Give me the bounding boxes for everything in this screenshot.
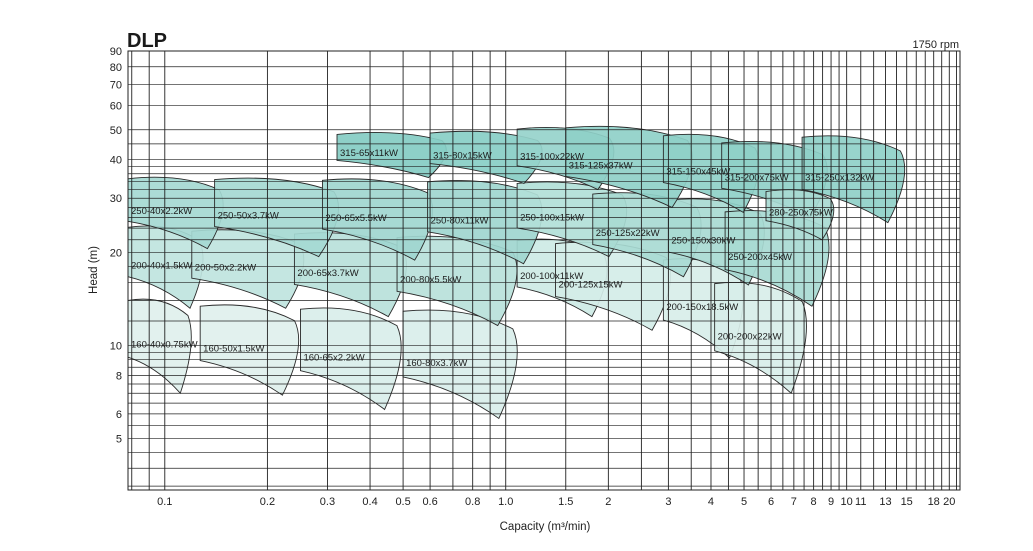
y-tick-label: 80: [110, 62, 122, 74]
x-tick-label: 13: [879, 496, 891, 508]
region-label: 315-80x15kW: [433, 150, 492, 161]
region-label: 160-50x1.5kW: [203, 344, 264, 355]
region-label: 200-100x11kW: [520, 271, 583, 282]
x-tick-label: 3: [665, 496, 671, 508]
region-315-250x132kW: [801, 135, 906, 224]
x-tick-label: 20: [943, 496, 955, 508]
chart-title: DLP: [127, 30, 167, 52]
y-tick-label: 20: [110, 248, 122, 260]
x-tick-label: 0.5: [395, 496, 410, 508]
region-label: 315-250x132kW: [805, 173, 874, 184]
plot-frame: [127, 50, 961, 491]
region-label: 200-200x22kW: [718, 332, 782, 343]
region-label: 250-200x45kW: [728, 252, 792, 263]
region-label: 250-100x15kW: [520, 213, 584, 224]
x-tick-label: 0.4: [362, 496, 377, 508]
x-tick-label: 5: [741, 496, 747, 508]
region-label: 200-80x5.5kW: [400, 274, 461, 285]
grid: [127, 50, 961, 491]
y-tick-label: 70: [110, 80, 122, 92]
speed-label: 1750 rpm: [913, 39, 959, 51]
region-160-80x3.7kW: [402, 309, 518, 420]
region-label: 250-65x5.5kW: [325, 213, 386, 224]
x-tick-label: 8: [811, 496, 817, 508]
region-label: 315-200x75kW: [725, 173, 789, 184]
region-label: 160-80x3.7kW: [406, 358, 467, 369]
x-tick-label: 7: [791, 496, 797, 508]
x-tick-label: 6: [768, 496, 774, 508]
y-tick-label: 90: [110, 46, 122, 58]
x-tick-labels: 0.1 0.2 0.3 0.4 0.5 0.6 0.8 1.0 1.5 2 3 4 5 6 7 8 9 10 11 1…: [157, 496, 955, 508]
x-tick-label: 0.1: [157, 496, 172, 508]
y-tick-label: 8: [116, 370, 122, 382]
x-tick-label: 15: [901, 496, 913, 508]
x-tick-label: 10: [841, 496, 853, 508]
y-tick-label: 50: [110, 125, 122, 137]
x-tick-label: 18: [928, 496, 940, 508]
region-label: 200-50x2.2kW: [195, 262, 256, 273]
x-tick-label: 0.8: [465, 496, 480, 508]
region-160-50x1.5kW: [199, 304, 300, 396]
y-tick-labels: 5 6 8 10 20 30 40 50 60 70 80 90: [110, 46, 122, 445]
region-labels: 160-40x0.75kW 160-50x1.5kW 160-65x2.2kW 160…: [131, 148, 874, 369]
region-label: 315-100x22kW: [520, 152, 584, 163]
region-label: 250-150x30kW: [671, 235, 735, 246]
x-tick-label: 4: [708, 496, 714, 508]
x-tick-label: 0.3: [320, 496, 335, 508]
region-label: 315-125x37kW: [569, 160, 633, 171]
x-tick-label: 1.0: [498, 496, 513, 508]
x-tick-label: 11: [855, 496, 866, 508]
y-axis-title: Head (m): [88, 246, 100, 294]
region-200-200x22kW: [714, 281, 807, 395]
y-tick-label: 30: [110, 193, 122, 205]
region-label: 250-125x22kW: [596, 228, 660, 239]
region-label: 315-65x11kW: [340, 148, 398, 159]
x-tick-label: 0.6: [422, 496, 437, 508]
region-label: 200-65x3.7kW: [297, 268, 358, 279]
y-tick-label: 6: [116, 409, 122, 421]
y-tick-label: 60: [110, 100, 122, 112]
region-label: 250-80x11kW: [431, 215, 489, 226]
region-label: 250-50x3.7kW: [218, 211, 279, 222]
region-label: 200-150x18.5kW: [666, 302, 738, 313]
y-tick-label: 5: [116, 433, 122, 445]
y-tick-label: 40: [110, 155, 122, 167]
x-tick-label: 2: [605, 496, 611, 508]
region-label: 200-40x1.5kW: [131, 260, 192, 271]
region-label: 250-40x2.2kW: [131, 206, 192, 217]
x-axis-title: Capacity (m³/min): [500, 521, 591, 533]
x-tick-label: 1.5: [558, 496, 573, 508]
x-tick-label: 9: [828, 496, 834, 508]
x-tick-label: 0.2: [260, 496, 275, 508]
region-label: 160-40x0.75kW: [131, 340, 198, 351]
y-tick-label: 10: [110, 340, 122, 352]
region-label: 160-65x2.2kW: [303, 352, 364, 363]
region-label: 280-250x75kW: [769, 208, 833, 219]
region-label: 200-125x15kW: [559, 280, 623, 291]
region-label: 315-150x45kW: [666, 167, 730, 178]
